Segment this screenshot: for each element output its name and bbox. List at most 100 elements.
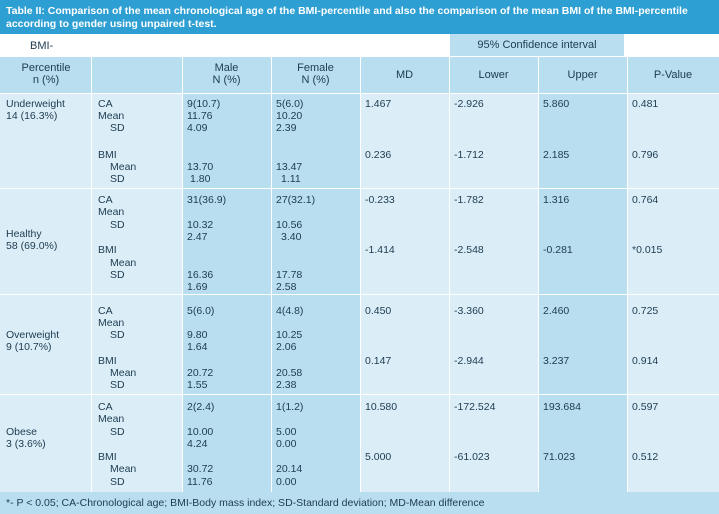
md-value: -0.233	[365, 194, 395, 206]
lower-value: -1.782	[454, 194, 484, 206]
female-n: 1(1.2)	[276, 401, 304, 413]
female-mean: 17.78	[276, 269, 303, 281]
row-divider	[0, 56, 719, 57]
female-n: 4(4.8)	[276, 305, 304, 317]
male-mean: 9.80	[187, 329, 208, 341]
col-bg	[182, 93, 271, 492]
table-title: Table II: Comparison of the mean chronol…	[0, 0, 719, 34]
percentile-header: Percentile n (%)	[0, 62, 92, 86]
ci-header: 95% Confidence interval	[450, 34, 624, 56]
upper-value: 71.023	[543, 451, 576, 463]
upper-value: 1.316	[543, 194, 570, 206]
upper-value: 3.237	[543, 355, 570, 367]
p-value: 0.764	[632, 194, 659, 206]
bmi-label: BMI	[98, 451, 117, 463]
male-mean: 10.00	[187, 426, 214, 438]
col-bg	[449, 93, 538, 492]
female-sd: 2.58	[276, 281, 297, 293]
mean-label: Mean	[110, 257, 137, 269]
male-sd: 1.64	[187, 341, 208, 353]
female-mean: 10.20	[276, 110, 303, 122]
table-footnote: *- P < 0.05; CA-Chronological age; BMI-B…	[0, 492, 719, 514]
upper-value: 193.684	[543, 401, 581, 413]
ca-label: CA	[98, 305, 113, 317]
upper-value: -0.281	[543, 244, 573, 256]
female-mean: 10.56	[276, 219, 303, 231]
percentile-label: Percentile	[21, 62, 71, 74]
bmi-label: BMI	[98, 244, 117, 256]
col-divider	[538, 56, 539, 492]
group-count: 58 (69.0%)	[6, 240, 58, 252]
sd-label: SD	[110, 122, 125, 134]
percentile-n-label: n (%)	[32, 74, 60, 86]
col-bg	[538, 93, 627, 492]
sd-label: SD	[110, 219, 125, 231]
male-sd: 1.55	[187, 379, 208, 391]
row-divider	[0, 294, 719, 295]
row-divider	[0, 188, 719, 189]
sd-label: SD	[110, 269, 125, 281]
male-sd: 4.09	[187, 122, 208, 134]
md-value: 0.450	[365, 305, 392, 317]
md-value: 1.467	[365, 98, 392, 110]
male-mean: 13.70	[187, 161, 214, 173]
group-name: Overweight	[6, 329, 60, 341]
sd-label: SD	[110, 476, 125, 488]
row-divider	[0, 93, 719, 94]
female-sd: 0.00	[276, 438, 297, 450]
female-sd: 2.39	[276, 122, 297, 134]
col-divider	[449, 34, 450, 492]
lower-value: -2.548	[454, 244, 484, 256]
female-header: Female N (%)	[271, 62, 360, 86]
male-n: 5(6.0)	[187, 305, 215, 317]
group-name: Obese	[6, 426, 37, 438]
female-sd: 2.06	[276, 341, 297, 353]
upper-value: 2.185	[543, 149, 570, 161]
male-mean: 30.72	[187, 463, 214, 475]
lower-header: Lower	[478, 69, 509, 81]
lower-value: -2.926	[454, 98, 484, 110]
p-value: 0.725	[632, 305, 659, 317]
col-bg	[92, 93, 182, 492]
male-mean: 16.36	[187, 269, 214, 281]
female-mean: 10.25	[276, 329, 303, 341]
mean-label: Mean	[110, 161, 137, 173]
mean-label: Mean	[98, 110, 125, 122]
upper-value: 2.460	[543, 305, 570, 317]
male-mean: 20.72	[187, 367, 214, 379]
bmi-label: BMI	[98, 149, 117, 161]
col-divider	[360, 56, 361, 492]
p-value: 0.512	[632, 451, 659, 463]
group-name: Underweight	[6, 98, 65, 110]
female-n: 27(32.1)	[276, 194, 316, 206]
lower-value: -2.944	[454, 355, 484, 367]
female-mean: 5.00	[276, 426, 297, 438]
female-label: Female	[297, 62, 334, 74]
p-value: 0.481	[632, 98, 659, 110]
ca-label: CA	[98, 98, 113, 110]
upper-header: Upper	[567, 69, 598, 81]
upper-value: 5.860	[543, 98, 570, 110]
mean-label: Mean	[110, 463, 137, 475]
lower-value: -61.023	[454, 451, 490, 463]
female-sd: 0.00	[276, 476, 297, 488]
female-sd: 3.40	[281, 231, 302, 243]
col-bg	[271, 93, 360, 492]
md-value: -1.414	[365, 244, 395, 256]
sd-label: SD	[110, 426, 125, 438]
male-n-label: N (%)	[212, 74, 241, 86]
ca-label: CA	[98, 194, 113, 206]
mean-label: Mean	[98, 317, 125, 329]
mean-label: Mean	[98, 413, 125, 425]
lower-value: -3.360	[454, 305, 484, 317]
bmi-header: BMI-	[30, 40, 54, 52]
md-header: MD	[395, 69, 414, 81]
lower-value: -1.712	[454, 149, 484, 161]
female-n-label: N (%)	[301, 74, 330, 86]
col-divider	[91, 56, 92, 492]
md-value: 0.236	[365, 149, 392, 161]
group-name: Healthy	[6, 228, 42, 240]
male-sd: 1.69	[187, 281, 208, 293]
female-sd: 1.11	[281, 173, 301, 185]
